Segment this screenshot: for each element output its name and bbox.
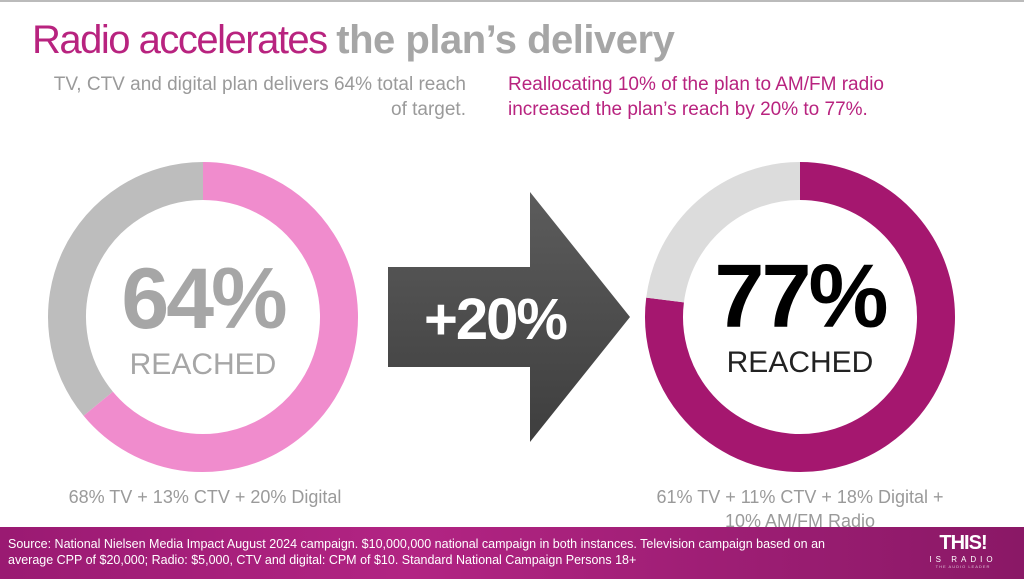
donut-slice-unreached: [646, 162, 801, 303]
footer-bar: Source: National Nielsen Media Impact Au…: [0, 527, 1024, 579]
arrow-shape: [388, 192, 630, 442]
subtitle-right: Reallocating 10% of the plan to AM/FM ra…: [508, 74, 884, 120]
subtitle-left: TV, CTV and digital plan delivers 64% to…: [53, 74, 466, 120]
title-part-1: Radio accelerates: [32, 18, 337, 62]
logo-line-2: IS RADIO: [929, 555, 997, 564]
logo-line-3: THE AUDIO LEADER: [935, 564, 991, 569]
arrow-label: +20%: [424, 287, 567, 352]
center-label-after: REACHED: [726, 346, 874, 379]
this-is-radio-logo: THIS! IS RADIO THE AUDIO LEADER: [928, 533, 998, 569]
logo-line-1: THIS!: [939, 532, 987, 554]
page-title: Radio accelerates the plan’s delivery: [32, 18, 675, 63]
center-label-before: REACHED: [129, 348, 277, 381]
donut-slice-reached: [83, 162, 358, 472]
caption-before: 68% TV + 13% CTV + 20% Digital: [68, 487, 342, 507]
center-value-after: 77%: [714, 247, 888, 347]
center-value-before: 64%: [121, 251, 287, 347]
donut-slice-unreached: [48, 162, 204, 416]
source-note: Source: National Nielsen Media Impact Au…: [8, 537, 825, 567]
donut-chart-before: [48, 162, 358, 472]
caption-after: 61% TV + 11% CTV + 18% Digital + 10% AM/…: [656, 487, 944, 531]
title-part-2: the plan’s delivery: [336, 18, 675, 62]
donut-chart-after: [645, 162, 955, 472]
donut-slice-reached: [645, 162, 955, 472]
